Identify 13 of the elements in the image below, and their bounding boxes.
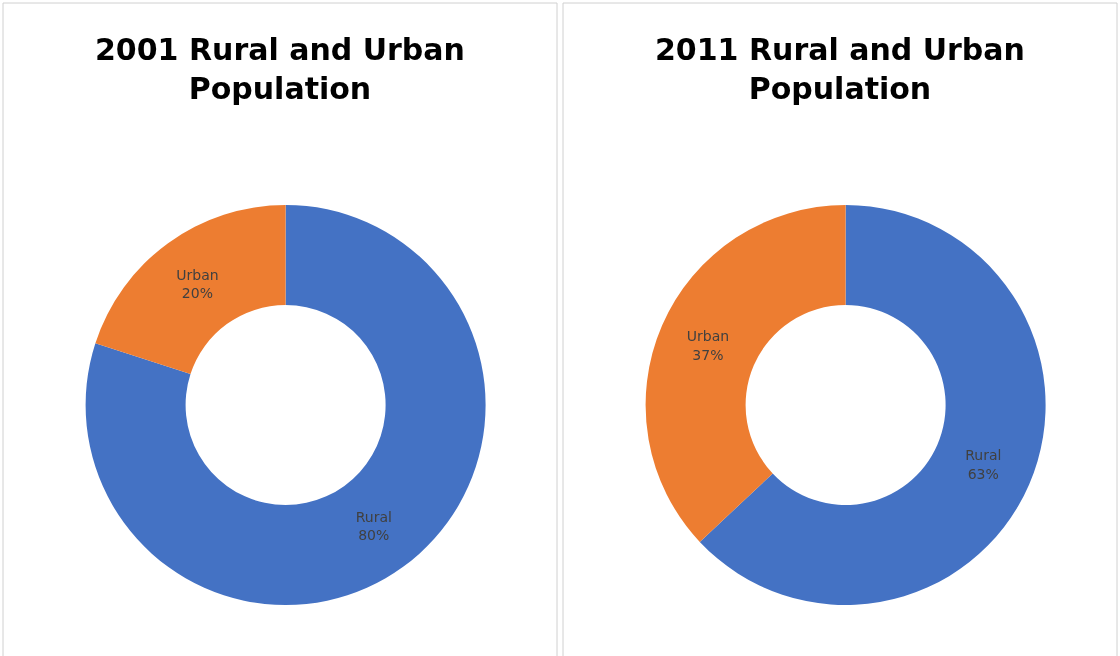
data-label: 63%	[967, 465, 999, 482]
slice-label: Rural	[355, 509, 392, 526]
donut-slice	[645, 205, 846, 542]
chart-title: 2001 Rural and Urban Population	[95, 32, 465, 106]
donut-slice	[85, 205, 486, 605]
data-label: 20%	[181, 284, 213, 301]
data-label: 37%	[692, 346, 724, 363]
slice-label: Rural	[965, 447, 1002, 464]
chart-title: 2011 Rural and Urban Population	[655, 32, 1025, 106]
donut-slice	[95, 205, 286, 375]
data-label: 80%	[358, 527, 390, 544]
slice-label: Urban	[176, 266, 219, 283]
slice-label: Urban	[686, 328, 730, 345]
